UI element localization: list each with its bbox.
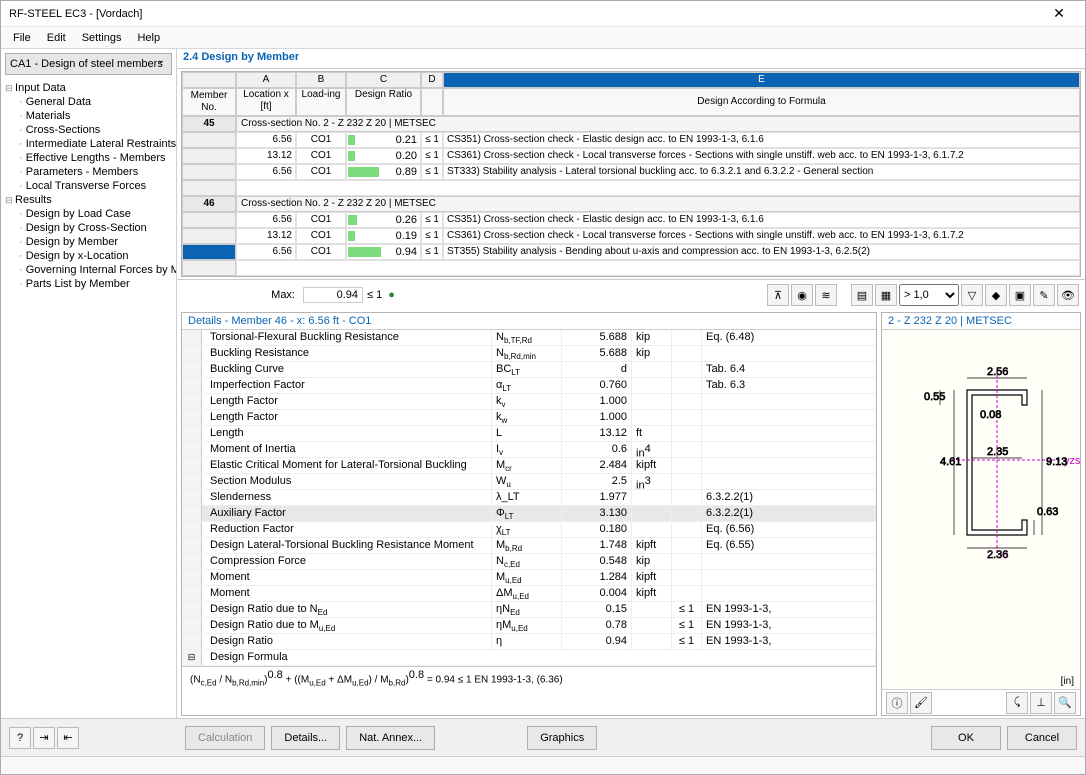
tree-item[interactable]: Design by x-Location <box>1 249 176 263</box>
tree-item[interactable]: Local Transverse Forces <box>1 179 176 193</box>
svg-text:2.56: 2.56 <box>987 366 1008 378</box>
tool-5[interactable]: ▦ <box>875 284 897 306</box>
svg-text:4.61: 4.61 <box>940 456 961 468</box>
hdr-loading: Load-ing <box>296 88 346 116</box>
detail-row[interactable]: Slendernessλ_LT1.9776.3.2.2(1) <box>182 490 876 506</box>
nat-annex-button[interactable]: Nat. Annex... <box>346 726 435 750</box>
tool-3[interactable]: ≋ <box>815 284 837 306</box>
detail-row[interactable]: Moment of InertiaIv0.6in4 <box>182 442 876 458</box>
svg-text:2.35: 2.35 <box>987 446 1008 458</box>
statusbar <box>1 756 1085 774</box>
window-title: RF-STEEL EC3 - [Vordach] <box>9 8 1041 20</box>
hdr-member: Member No. <box>182 88 236 116</box>
tool-7[interactable]: ◆ <box>985 284 1007 306</box>
import-button[interactable]: ⇤ <box>57 727 79 749</box>
tree-results[interactable]: Results <box>1 193 176 207</box>
max-label: Max: <box>183 289 303 301</box>
table-row[interactable]: 6.56CO10.94≤ 1ST355) Stability analysis … <box>182 244 1080 260</box>
svg-text:0.55: 0.55 <box>924 391 945 403</box>
tree-item[interactable]: Design by Member <box>1 235 176 249</box>
detail-row[interactable]: Design Ratio due to Mu,EdηMu,Ed0.78≤ 1EN… <box>182 618 876 634</box>
menu-settings[interactable]: Settings <box>74 30 130 46</box>
tool-9[interactable]: ✎ <box>1033 284 1055 306</box>
detail-row[interactable]: Design Ratio due to NEdηNEd0.15≤ 1EN 199… <box>182 602 876 618</box>
tree-item[interactable]: Parameters - Members <box>1 165 176 179</box>
detail-row[interactable]: Auxiliary FactorΦLT3.1306.3.2.2(1) <box>182 506 876 522</box>
detail-row[interactable]: Reduction FactorχLT0.180Eq. (6.56) <box>182 522 876 538</box>
ok-button[interactable]: OK <box>931 726 1001 750</box>
table-row[interactable]: 6.56CO10.21≤ 1CS351) Cross-section check… <box>182 132 1080 148</box>
cross-section-view: yzs 2.56 2.35 2.36 4.61 0.55 0.08 9.13 0… <box>882 330 1080 689</box>
tool-8[interactable]: ▣ <box>1009 284 1031 306</box>
section-title: 2.4 Design by Member <box>177 49 1085 69</box>
hdr-formula: Design According to Formula <box>443 88 1080 116</box>
menu-edit[interactable]: Edit <box>39 30 74 46</box>
tool-2[interactable]: ◉ <box>791 284 813 306</box>
menu-help[interactable]: Help <box>129 30 168 46</box>
hdr-location: Location x [ft] <box>236 88 296 116</box>
tree-item[interactable]: Intermediate Lateral Restraints <box>1 137 176 151</box>
svg-text:0.63: 0.63 <box>1037 506 1058 518</box>
results-grid: A B C D E Member No. Location x [ft] Loa… <box>181 71 1081 277</box>
detail-row[interactable]: Design Lateral-Torsional Buckling Resist… <box>182 538 876 554</box>
detail-row[interactable]: MomentΔMu,Ed0.004kipft <box>182 586 876 602</box>
filter-select[interactable]: > 1,0 <box>899 284 959 306</box>
detail-row[interactable]: Design Ratioη0.94≤ 1EN 1993-1-3, <box>182 634 876 650</box>
table-row[interactable]: 6.56CO10.26≤ 1CS351) Cross-section check… <box>182 212 1080 228</box>
export-button[interactable]: ⇥ <box>33 727 55 749</box>
case-dropdown[interactable]: CA1 - Design of steel members <box>5 53 172 75</box>
detail-row[interactable]: Elastic Critical Moment for Lateral-Tors… <box>182 458 876 474</box>
svg-text:2.36: 2.36 <box>987 549 1008 561</box>
table-row[interactable]: 13.12CO10.19≤ 1CS361) Cross-section chec… <box>182 228 1080 244</box>
detail-row[interactable]: Length Factorkv1.000 <box>182 394 876 410</box>
cs-title: 2 - Z 232 Z 20 | METSEC <box>882 313 1080 330</box>
tool-6[interactable]: ▽ <box>961 284 983 306</box>
cs-find-button[interactable]: 🔍 <box>1054 692 1076 714</box>
ok-icon: ● <box>388 289 395 301</box>
menubar: File Edit Settings Help <box>1 27 1085 49</box>
cs-paint-button[interactable]: 🖌 <box>910 692 932 714</box>
detail-row[interactable]: Buckling ResistanceNb,Rd,min5.688kip <box>182 346 876 362</box>
svg-text:0.08: 0.08 <box>980 409 1001 421</box>
tool-eye[interactable]: 👁 <box>1057 284 1079 306</box>
detail-row[interactable]: Torsional-Flexural Buckling ResistanceNb… <box>182 330 876 346</box>
details-title: Details - Member 46 - x: 6.56 ft - CO1 <box>182 313 876 330</box>
menu-file[interactable]: File <box>5 30 39 46</box>
svg-text:9.13: 9.13 <box>1046 456 1067 468</box>
tree-item[interactable]: Cross-Sections <box>1 123 176 137</box>
help-button[interactable]: ? <box>9 727 31 749</box>
tree-item[interactable]: Design by Cross-Section <box>1 221 176 235</box>
detail-row[interactable]: Length Factorkw1.000 <box>182 410 876 426</box>
cs-info-button[interactable]: ⓘ <box>886 692 908 714</box>
detail-row[interactable]: Compression ForceNc,Ed0.548kip <box>182 554 876 570</box>
detail-row[interactable]: Section ModulusWu2.5in3 <box>182 474 876 490</box>
table-row[interactable]: 6.56CO10.89≤ 1ST333) Stability analysis … <box>182 164 1080 180</box>
tree-item[interactable]: Governing Internal Forces by M <box>1 263 176 277</box>
tree-input-data[interactable]: Input Data <box>1 81 176 95</box>
cs-coord-button[interactable]: ⊥ <box>1030 692 1052 714</box>
tree-item[interactable]: Materials <box>1 109 176 123</box>
cancel-button[interactable]: Cancel <box>1007 726 1077 750</box>
cs-axis-button[interactable]: ⤹ <box>1006 692 1028 714</box>
hdr-design: Design Ratio <box>346 88 421 116</box>
detail-row[interactable]: Imperfection FactorαLT0.760Tab. 6.3 <box>182 378 876 394</box>
tool-1[interactable]: ⊼ <box>767 284 789 306</box>
tree-item[interactable]: General Data <box>1 95 176 109</box>
tree-item[interactable]: Effective Lengths - Members <box>1 151 176 165</box>
detail-row[interactable]: LengthL13.12ft <box>182 426 876 442</box>
tree-item[interactable]: Design by Load Case <box>1 207 176 221</box>
detail-row[interactable]: MomentMu,Ed1.284kipft <box>182 570 876 586</box>
nav-tree: Input Data General DataMaterialsCross-Se… <box>1 79 176 718</box>
graphics-button[interactable]: Graphics <box>527 726 597 750</box>
close-icon[interactable]: ✕ <box>1041 5 1077 22</box>
max-value: 0.94 <box>303 287 363 303</box>
detail-row[interactable]: Buckling CurveBCLTdTab. 6.4 <box>182 362 876 378</box>
tool-4[interactable]: ▤ <box>851 284 873 306</box>
tree-item[interactable]: Parts List by Member <box>1 277 176 291</box>
table-row[interactable]: 13.12CO10.20≤ 1CS361) Cross-section chec… <box>182 148 1080 164</box>
calculation-button[interactable]: Calculation <box>185 726 265 750</box>
details-button[interactable]: Details... <box>271 726 340 750</box>
design-formula: (Nc,Ed / Nb,Rd,min)0.8 + ((Mu,Ed + ΔMu,E… <box>182 666 876 689</box>
